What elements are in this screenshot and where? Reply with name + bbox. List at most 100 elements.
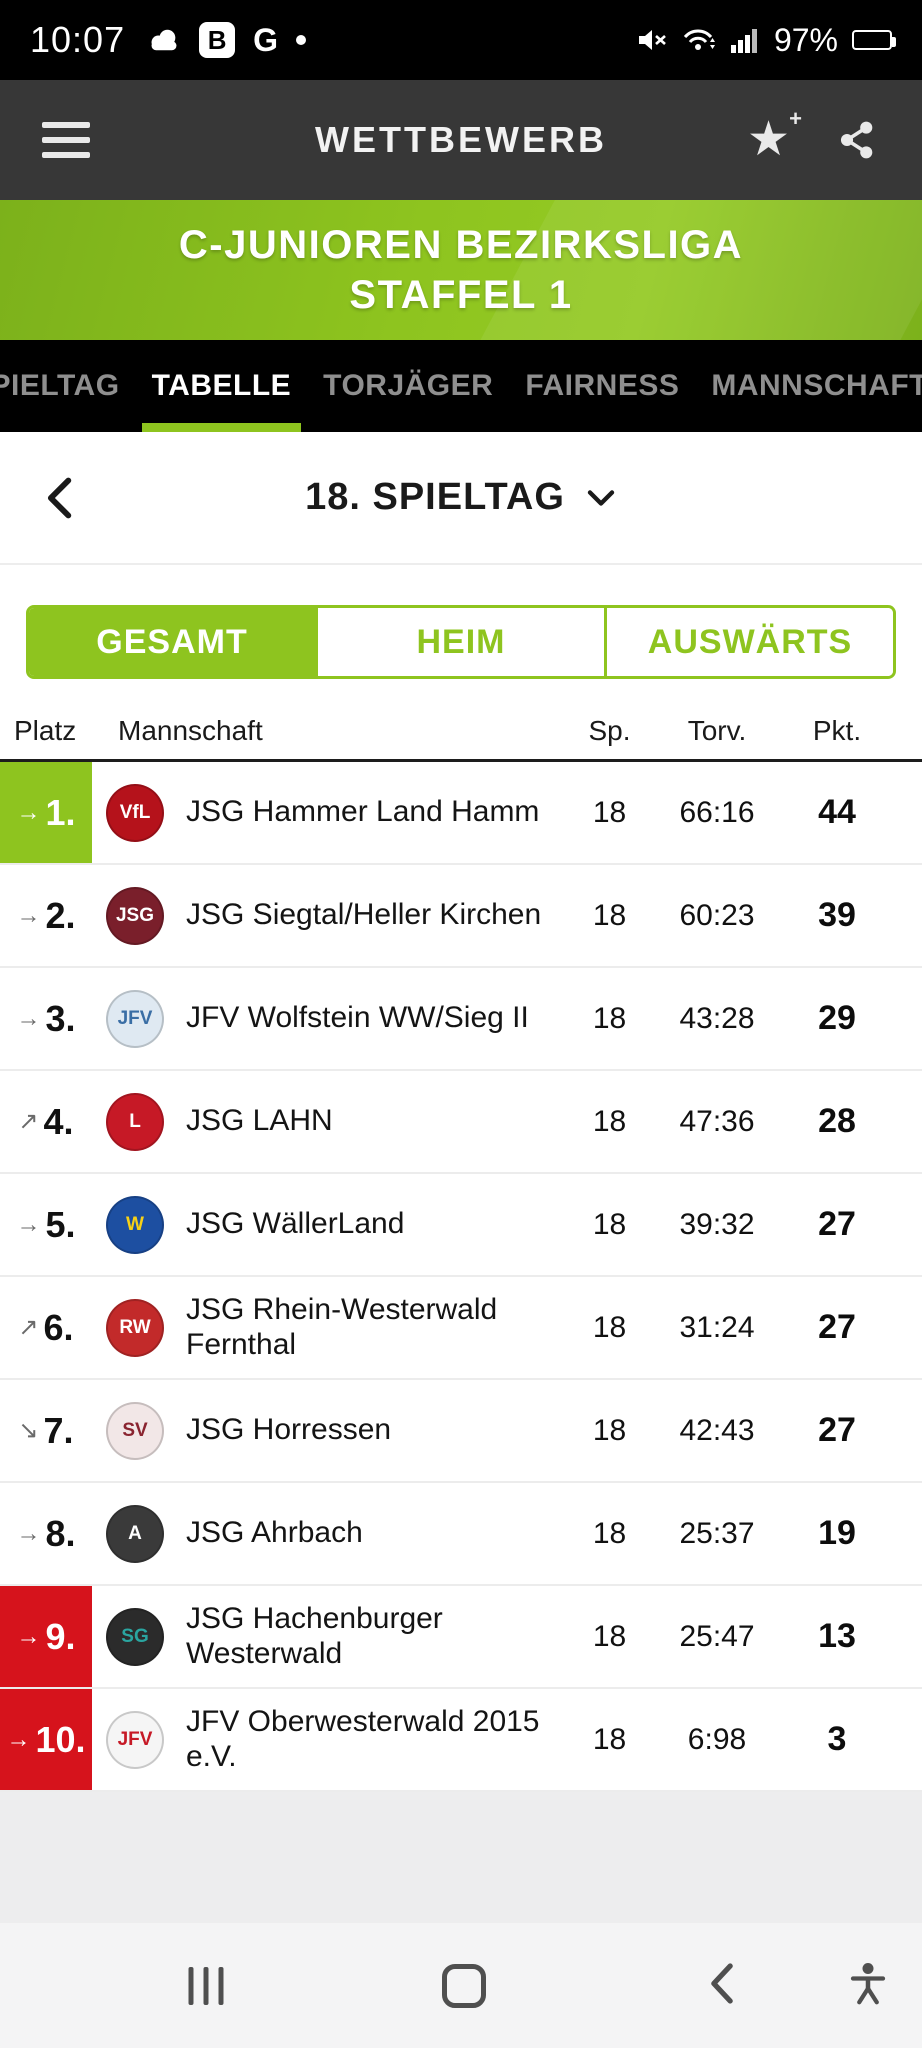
rank: 6.	[43, 1306, 74, 1348]
goal-difference: 39:32	[679, 1207, 755, 1241]
content-background	[0, 1792, 922, 1923]
team-name: JSG Hachenburger Westerwald	[186, 1602, 443, 1670]
filter-gesamt-button[interactable]: GESAMT	[29, 608, 315, 676]
trend-icon: →	[16, 1519, 41, 1547]
accessibility-person-icon	[850, 1962, 886, 2004]
games-played: 18	[592, 1516, 627, 1550]
points: 44	[818, 793, 856, 831]
points: 39	[818, 896, 856, 934]
points: 3	[827, 1720, 847, 1758]
system-nav-bar	[0, 1923, 922, 2048]
app-bar: WETTBEWERB ★ +	[0, 80, 922, 200]
tab-torjaeger[interactable]: TORJÄGER	[323, 369, 494, 402]
rank: 9.	[45, 1615, 76, 1657]
rank: 3.	[45, 997, 76, 1039]
header-mannschaft: Mannschaft	[118, 715, 263, 746]
mute-icon	[638, 30, 666, 50]
trend-icon: →	[16, 1622, 41, 1650]
menu-icon[interactable]	[42, 122, 90, 158]
accessibility-button[interactable]	[848, 1961, 888, 2010]
recents-button[interactable]	[188, 1966, 224, 2005]
rank: 1.	[45, 791, 76, 833]
table-header: Platz Mannschaft Sp. Torv. Pkt.	[0, 715, 922, 762]
goal-difference: 25:47	[679, 1619, 755, 1653]
header-platz: Platz	[14, 715, 77, 746]
club-logo: JSG	[106, 886, 164, 945]
points: 28	[818, 1102, 856, 1140]
team-name: JFV Wolfstein WW/Sieg II	[186, 1001, 529, 1035]
section-tab-bar: SPIELTAG TABELLE TORJÄGER FAIRNESS MANNS…	[0, 340, 922, 432]
rank-cell: → 2.	[0, 865, 92, 966]
table-row[interactable]: → 1. VfL JSG Hammer Land Hamm 18 66:16 44	[0, 762, 922, 865]
table-row[interactable]: → 3. JFV JFV Wolfstein WW/Sieg II 18 43:2…	[0, 968, 922, 1071]
club-logo: JFV	[106, 989, 164, 1048]
wifi-icon	[683, 29, 715, 50]
battery-percent: 97%	[773, 21, 838, 58]
goal-difference: 31:24	[679, 1310, 755, 1344]
games-played: 18	[592, 1207, 627, 1241]
tab-tabelle[interactable]: TABELLE	[136, 340, 308, 432]
notification-google-icon: G	[253, 21, 278, 58]
goal-difference: 66:16	[679, 795, 755, 829]
club-logo: JFV	[106, 1710, 164, 1769]
table-filter-segmented-control: GESAMT HEIM AUSWÄRTS	[26, 605, 896, 679]
table-row[interactable]: ↗ 6. RW JSG Rhein-Westerwald Fernthal 18 …	[0, 1277, 922, 1380]
header-sp: Sp.	[588, 715, 631, 746]
goal-difference: 25:37	[679, 1516, 755, 1550]
weather-cloud-icon	[151, 29, 177, 51]
battery-icon	[852, 30, 896, 50]
table-row[interactable]: → 10. JFV JFV Oberwesterwald 2015 e.V. 18…	[0, 1689, 922, 1792]
rank-cell: → 1.	[0, 762, 92, 863]
tab-spieltag[interactable]: SPIELTAG	[0, 369, 120, 402]
club-logo: A	[106, 1504, 164, 1563]
games-played: 18	[592, 1001, 627, 1035]
points: 27	[818, 1205, 856, 1243]
competition-banner: C-JUNIOREN BEZIRKSLIGA STAFFEL 1	[0, 200, 922, 340]
filter-heim-button[interactable]: HEIM	[315, 608, 604, 676]
matchday-label: 18. SPIELTAG	[305, 476, 565, 518]
table-row[interactable]: ↗ 4. L JSG LAHN 18 47:36 28	[0, 1071, 922, 1174]
table-row[interactable]: → 9. SG JSG Hachenburger Westerwald 18 25…	[0, 1586, 922, 1689]
back-button[interactable]	[709, 1962, 735, 2009]
club-logo: VfL	[106, 783, 164, 842]
trend-icon: ↗	[18, 1314, 39, 1341]
table-row[interactable]: ↘ 7. SV JSG Horressen 18 42:43 27	[0, 1380, 922, 1483]
matchday-dropdown[interactable]: 18. SPIELTAG	[305, 476, 617, 519]
favorite-add-icon[interactable]: ★ +	[746, 106, 802, 166]
rank-cell: ↗ 6.	[0, 1277, 92, 1378]
goal-difference: 47:36	[679, 1104, 755, 1138]
rank-cell: ↘ 7.	[0, 1380, 92, 1481]
team-name: JSG Hammer Land Hamm	[186, 795, 540, 829]
home-button[interactable]	[442, 1963, 486, 2008]
trend-icon: →	[16, 901, 41, 929]
signal-icon	[730, 29, 757, 53]
header-torv: Torv.	[687, 715, 747, 746]
games-played: 18	[592, 898, 627, 932]
tab-fairness[interactable]: FAIRNESS	[525, 369, 680, 402]
points: 13	[818, 1617, 856, 1655]
table-row[interactable]: → 5. W JSG WällerLand 18 39:32 27	[0, 1174, 922, 1277]
previous-matchday-button[interactable]	[34, 432, 84, 563]
rank-cell: → 3.	[0, 968, 92, 1069]
rank: 7.	[43, 1409, 74, 1451]
team-name: JSG Rhein-Westerwald Fernthal	[186, 1293, 498, 1361]
trend-icon: →	[16, 1210, 41, 1238]
team-name: JSG LAHN	[186, 1104, 333, 1138]
clock: 10:07	[30, 19, 126, 60]
team-name: JSG Horressen	[186, 1413, 392, 1447]
rank: 5.	[45, 1203, 76, 1245]
trend-icon: →	[6, 1725, 31, 1753]
share-icon[interactable]	[836, 118, 880, 162]
rank-cell: → 9.	[0, 1586, 92, 1687]
tab-mannschaften[interactable]: MANNSCHAFTEN	[711, 369, 922, 402]
filter-auswaerts-button[interactable]: AUSWÄRTS	[604, 608, 893, 676]
goal-difference: 6:98	[687, 1722, 747, 1756]
rank-cell: → 5.	[0, 1174, 92, 1275]
header-pkt: Pkt.	[812, 715, 862, 746]
competition-name-line1: C-JUNIOREN BEZIRKSLIGA	[178, 223, 744, 267]
games-played: 18	[592, 795, 627, 829]
table-row[interactable]: → 2. JSG JSG Siegtal/Heller Kirchen 18 60…	[0, 865, 922, 968]
trend-icon: →	[16, 1004, 41, 1032]
table-row[interactable]: → 8. A JSG Ahrbach 18 25:37 19	[0, 1483, 922, 1586]
games-played: 18	[592, 1619, 627, 1653]
